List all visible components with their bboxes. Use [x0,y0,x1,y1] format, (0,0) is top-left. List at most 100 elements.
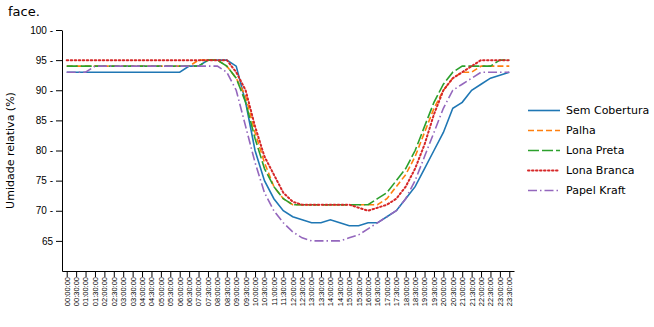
y-tick: 70 - [36,205,62,216]
x-tick-mark [302,271,303,277]
x-tick: 07:30:00 [204,271,213,306]
x-tick-label: 08:30:00 [223,277,232,306]
y-tick: 65 [42,236,62,247]
x-tick-label: 22:00:00 [477,277,486,306]
x-tick-mark [76,271,77,277]
x-tick-label: 14:00:00 [326,277,335,306]
x-tick: 19:00:00 [420,271,429,306]
x-tick: 08:30:00 [223,271,232,306]
x-tick-mark [490,271,491,277]
series-line [67,66,510,241]
chart: face.6570 -75 -80 -85 -90 -95 -100 -00:0… [0,0,654,327]
x-tick: 17:30:00 [392,271,401,306]
x-tick: 05:00:00 [157,271,166,306]
x-tick-label: 06:30:00 [185,277,194,306]
y-tick-label: 70 - [36,205,53,216]
x-tick-label: 16:30:00 [373,277,382,306]
x-tick-label: 17:30:00 [392,277,401,306]
x-tick: 16:30:00 [373,271,382,306]
x-tick: 06:00:00 [176,271,185,306]
x-tick-label: 22:30:00 [486,277,495,306]
legend-item: Lona Branca [528,164,634,177]
x-tick-label: 13:00:00 [307,277,316,306]
legend-label: Sem Cobertura [566,104,649,117]
x-tick-mark [208,271,209,277]
legend-swatch [528,150,560,152]
x-tick-label: 06:00:00 [176,277,185,306]
series-line [67,60,510,205]
y-tick: 100 - [30,25,62,36]
x-tick-mark [509,271,510,277]
x-tick-mark [199,271,200,277]
x-tick-mark [114,271,115,277]
x-tick-label: 17:00:00 [383,277,392,306]
x-tick-mark [396,271,397,277]
x-axis-line [63,271,515,272]
series-line [67,60,510,205]
x-tick-mark [255,271,256,277]
x-tick-mark [377,271,378,277]
x-tick: 14:00:00 [326,271,335,306]
x-tick-label: 00:00:00 [63,277,72,306]
legend-item: Lona Preta [528,144,624,157]
x-tick-mark [321,271,322,277]
x-tick: 21:30:00 [468,271,477,306]
x-tick-label: 09:30:00 [242,277,251,306]
x-tick: 13:00:00 [307,271,316,306]
x-tick-label: 18:00:00 [402,277,411,306]
legend-swatch [528,130,560,132]
y-tick-mark [56,60,62,61]
x-tick: 07:00:00 [194,271,203,306]
x-tick-mark [246,271,247,277]
x-tick-mark [425,271,426,277]
legend-item: Papel Kraft [528,184,626,197]
y-tick: 75 - [36,175,62,186]
legend-swatch [528,110,560,112]
x-tick-label: 19:00:00 [420,277,429,306]
legend: Sem Cobertura Palha Lona Preta Lona Branca P… [528,104,649,197]
x-tick-label: 10:30:00 [260,277,269,306]
y-tick-mark [56,30,62,31]
x-tick: 22:00:00 [477,271,486,306]
y-tick: 80 - [36,145,62,156]
lines [67,60,510,241]
y-tick: 85 - [36,115,62,126]
x-tick-mark [264,271,265,277]
x-tick-mark [312,271,313,277]
x-tick-label: 02:30:00 [110,277,119,306]
x-tick-mark [387,271,388,277]
x-tick-label: 16:00:00 [364,277,373,306]
x-tick: 18:30:00 [411,271,420,306]
x-tick-mark [95,271,96,277]
x-tick-label: 03:30:00 [129,277,138,306]
x-tick-mark [359,271,360,277]
x-tick-mark [434,271,435,277]
x-tick-mark [500,271,501,277]
x-tick-mark [330,271,331,277]
x-tick: 13:30:00 [317,271,326,306]
x-tick-mark [283,271,284,277]
x-tick-mark [161,271,162,277]
x-tick-label: 01:30:00 [91,277,100,306]
x-tick: 19:30:00 [430,271,439,306]
legend-label: Lona Branca [566,164,634,177]
y-tick-mark [56,120,62,121]
x-tick-label: 11:00:00 [270,277,279,306]
x-tick-label: 05:30:00 [166,277,175,306]
x-tick: 18:00:00 [402,271,411,306]
legend-item: Palha [528,124,596,137]
x-tick-label: 20:30:00 [449,277,458,306]
x-tick: 01:30:00 [91,271,100,306]
title: face. [8,4,40,19]
series-line [67,60,510,226]
x-tick-mark [462,271,463,277]
y-tick: 90 - [36,85,62,96]
x-tick-mark [151,271,152,277]
x-tick-mark [368,271,369,277]
x-tick: 06:30:00 [185,271,194,306]
x-tick-label: 19:30:00 [430,277,439,306]
x-tick: 23:00:00 [496,271,505,306]
x-tick: 15:30:00 [355,271,364,306]
x-tick: 00:00:00 [63,271,72,306]
x-tick: 08:00:00 [213,271,222,306]
